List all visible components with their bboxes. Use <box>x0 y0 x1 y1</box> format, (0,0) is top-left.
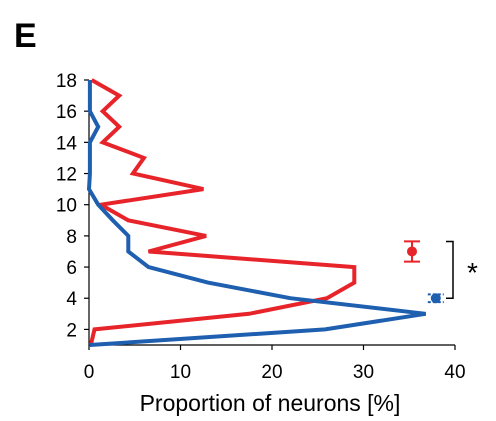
y-tick-label: 2 <box>66 320 77 341</box>
y-tick-label: 12 <box>56 165 77 186</box>
series-line-2 <box>86 80 427 347</box>
y-tick-label: 16 <box>56 102 77 123</box>
series-line-1 <box>88 78 357 346</box>
x-tick-label: 10 <box>170 362 191 383</box>
x-tick-label: 30 <box>353 362 374 383</box>
plot-area: 2 4 6 8 10 12 14 16 18 0 10 20 30 40 * <box>56 71 478 383</box>
x-axis-title: Proportion of neurons [%] <box>140 390 401 416</box>
y-tick-label: 8 <box>66 227 77 248</box>
y-tick-label: 6 <box>66 258 77 279</box>
significance-star: * <box>467 257 478 288</box>
mean-marker-1 <box>406 246 417 257</box>
y-tick-label: 18 <box>56 71 77 92</box>
y-tick-label: 4 <box>66 289 77 310</box>
significance-bracket <box>446 240 454 299</box>
x-tick-label: 20 <box>261 362 282 383</box>
y-tick-label: 14 <box>56 133 78 154</box>
x-tick-label: 40 <box>444 362 465 383</box>
panel-label: E <box>14 17 37 55</box>
y-tick-label: 10 <box>56 196 77 217</box>
mean-marker-2 <box>430 293 441 304</box>
x-tick-label: 0 <box>84 362 95 383</box>
